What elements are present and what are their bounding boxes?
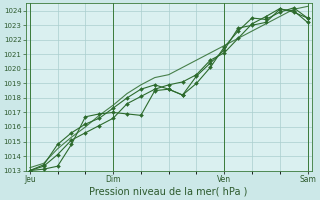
- X-axis label: Pression niveau de la mer( hPa ): Pression niveau de la mer( hPa ): [90, 187, 248, 197]
